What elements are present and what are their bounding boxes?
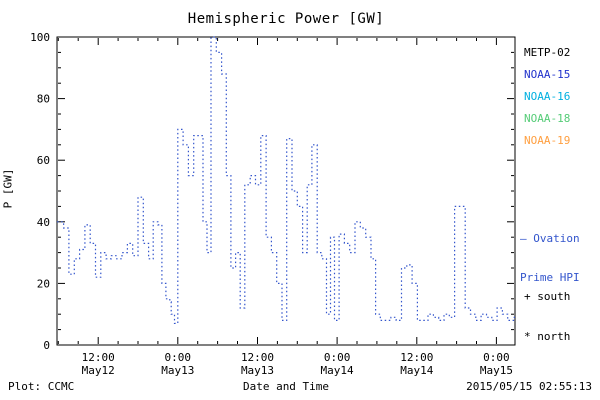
- svg-text:May15: May15: [480, 364, 513, 377]
- svg-text:May13: May13: [161, 364, 194, 377]
- legend-marker-south: + south: [524, 290, 571, 303]
- plot-timestamp: 2015/05/15 02:55:13: [466, 380, 592, 393]
- legend-item-noaa-16: NOAA-16: [524, 90, 571, 103]
- legend-ovation-line1: — Ovation: [520, 232, 580, 245]
- chart-title: Hemispheric Power [GW]: [187, 11, 385, 27]
- legend-ovation-line2: Prime HPI: [520, 271, 580, 284]
- svg-text:12:00: 12:00: [82, 351, 115, 364]
- svg-text:12:00: 12:00: [400, 351, 433, 364]
- svg-text:60: 60: [37, 154, 50, 167]
- svg-text:0:00: 0:00: [324, 351, 351, 364]
- legend-item-noaa-19: NOAA-19: [524, 134, 571, 147]
- legend-ovation-prime-hpi: — Ovation Prime HPI: [520, 206, 580, 310]
- legend-item-noaa-18: NOAA-18: [524, 112, 571, 125]
- legend-item-metp-02: METP-02: [524, 46, 571, 59]
- svg-text:May12: May12: [82, 364, 115, 377]
- svg-text:20: 20: [37, 277, 50, 290]
- svg-text:May14: May14: [321, 364, 354, 377]
- svg-text:0: 0: [43, 339, 50, 352]
- svg-text:100: 100: [30, 31, 50, 44]
- legend-item-noaa-15: NOAA-15: [524, 68, 571, 81]
- plot-frame: [56, 36, 516, 346]
- svg-text:0:00: 0:00: [483, 351, 510, 364]
- x-axis-label: Date and Time: [242, 380, 330, 393]
- svg-text:0:00: 0:00: [165, 351, 192, 364]
- plot-source-label: Plot: CCMC: [8, 380, 75, 393]
- svg-text:May14: May14: [400, 364, 433, 377]
- hpi-step-line: [57, 36, 515, 324]
- svg-text:May13: May13: [241, 364, 274, 377]
- svg-text:80: 80: [37, 93, 50, 106]
- svg-text:12:00: 12:00: [241, 351, 274, 364]
- svg-text:40: 40: [37, 216, 50, 229]
- legend-marker-north: * north: [524, 330, 571, 343]
